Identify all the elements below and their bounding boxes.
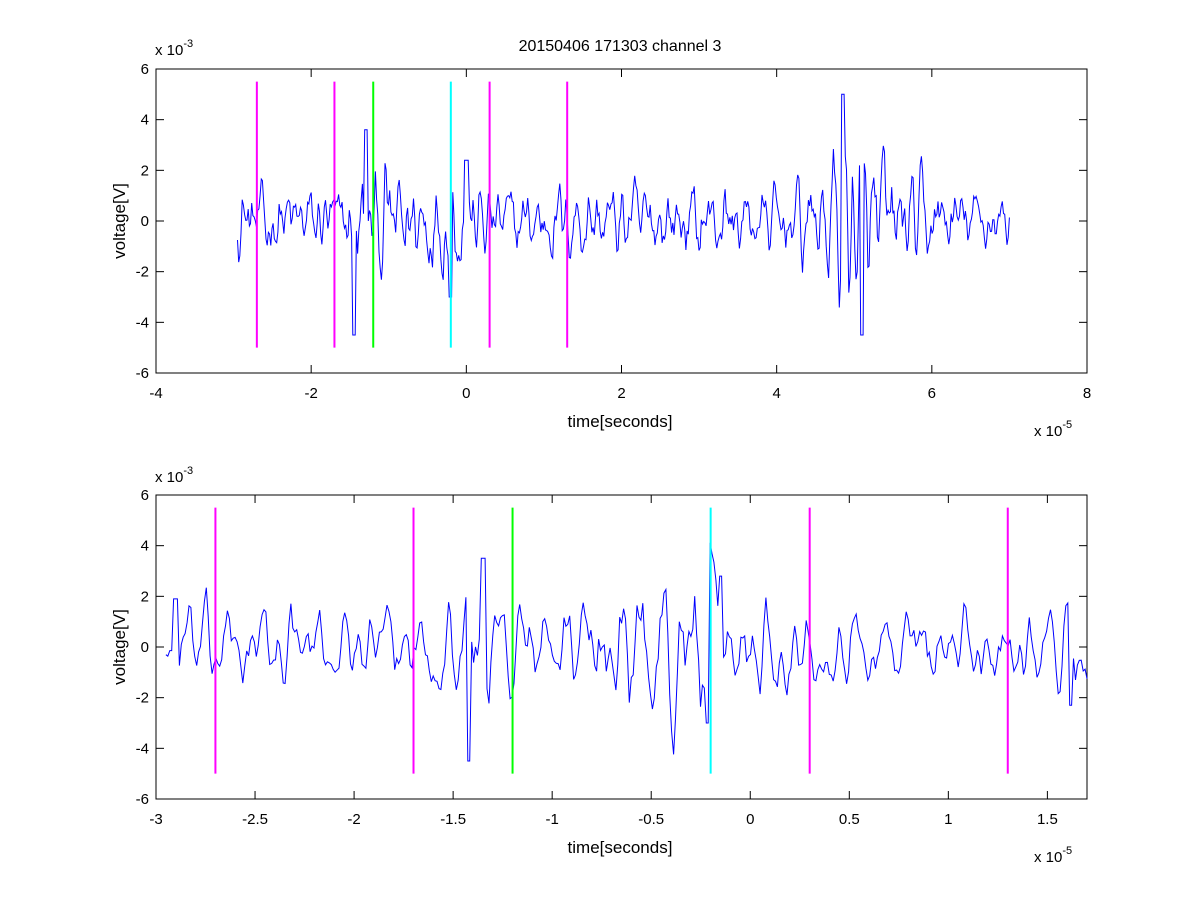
y-tick-label: -2 [136,690,149,707]
y-exponent-label: x 10-3 [155,465,193,486]
x-tick-label: 2 [617,385,625,402]
y-tick-label: 2 [141,588,149,605]
x-tick-label: -0.5 [638,811,664,828]
y-tick-label: 0 [141,639,149,656]
y-tick-label: 6 [141,487,149,504]
chart-title: 20150406 171303 channel 3 [519,38,722,55]
y-axis-label: voltage[V] [110,609,129,685]
y-tick-label: -2 [136,264,149,281]
x-tick-label: -1.5 [440,811,466,828]
x-tick-label: -2.5 [242,811,268,828]
x-tick-label: -2 [347,811,360,828]
top-subplot: 20150406 171303 channel 3 x 10-3 x 10-5 … [110,38,1091,440]
x-axis-label: time[seconds] [568,838,673,857]
x-tick-label: 4 [772,385,780,402]
x-tick-label: 8 [1083,385,1091,402]
y-tick-label: 6 [141,61,149,78]
x-tick-label: -2 [304,385,317,402]
x-tick-label: 1 [944,811,952,828]
x-exponent-label: x 10-5 [1034,845,1072,866]
x-tick-label: 6 [928,385,936,402]
signal-trace [237,93,1010,336]
bottom-subplot: x 10-3 x 10-5 time[seconds] voltage[V] -… [110,465,1088,866]
y-axis-label: voltage[V] [110,183,129,259]
y-tick-label: -4 [136,314,149,331]
x-tick-label: -4 [149,385,162,402]
y-tick-label: -4 [136,740,149,757]
y-tick-label: -6 [136,791,149,808]
axes-box [155,494,1088,800]
y-tick-label: 0 [141,213,149,230]
x-tick-label: 0 [462,385,470,402]
y-exponent-label: x 10-3 [155,38,193,59]
x-tick-label: 0 [746,811,754,828]
axes-box [155,68,1088,374]
x-tick-label: 0.5 [839,811,860,828]
x-exponent-label: x 10-5 [1034,419,1072,440]
y-tick-label: 2 [141,162,149,179]
y-tick-label: 4 [141,112,149,129]
x-tick-label: -3 [149,811,162,828]
signal-trace [165,542,1088,762]
x-tick-label: -1 [545,811,558,828]
x-tick-label: 1.5 [1037,811,1058,828]
y-tick-label: 4 [141,538,149,555]
y-tick-label: -6 [136,365,149,382]
x-axis-label: time[seconds] [568,412,673,431]
